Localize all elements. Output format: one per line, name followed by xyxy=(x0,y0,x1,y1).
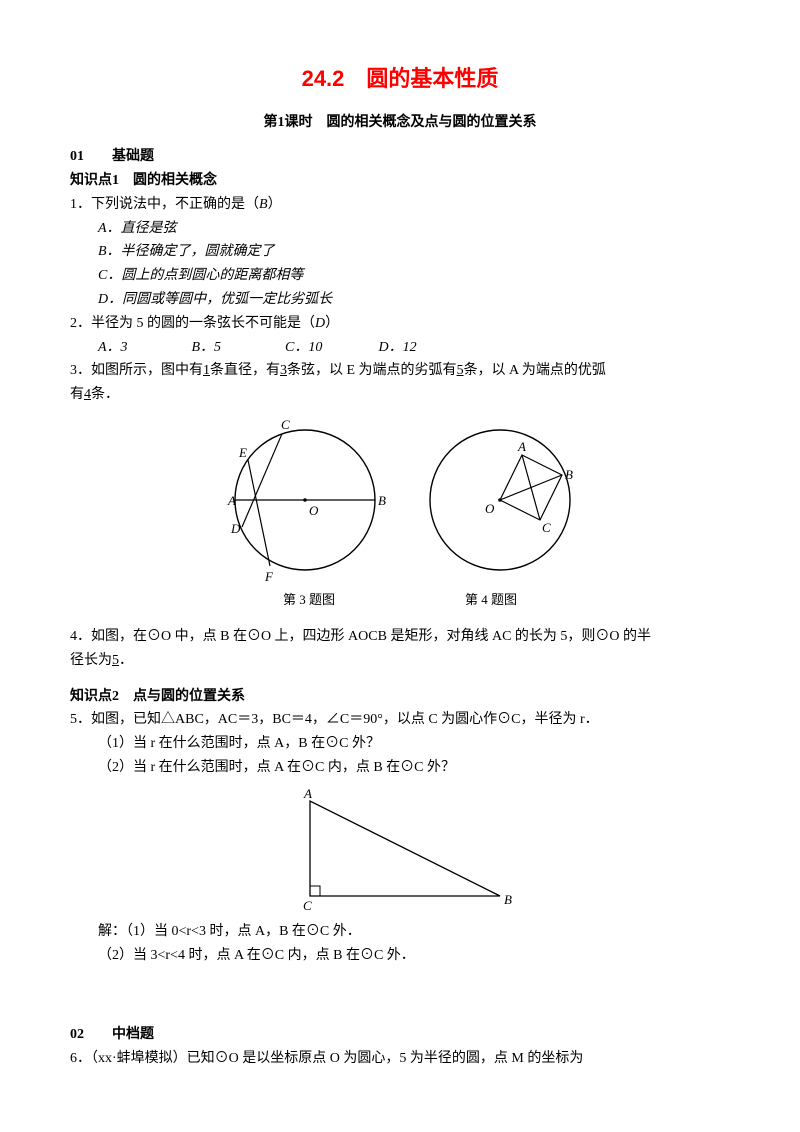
fig4-label-c: C xyxy=(542,520,551,535)
fig5-label-a: A xyxy=(303,786,312,801)
figure-5: A B C xyxy=(270,786,530,916)
lesson-subtitle: 第1课时 圆的相关概念及点与圆的位置关系 xyxy=(70,111,730,135)
figure-4: A B C O xyxy=(415,415,585,585)
q5-line2: （1）当 r 在什么范围时，点 A，B 在⊙C 外？ xyxy=(70,732,730,756)
q2-stem: 2．半径为 5 的圆的一条弦长不可能是（D） xyxy=(70,312,730,336)
section-01-label: 01 基础题 xyxy=(70,149,154,164)
q2-opt-a: A．3 xyxy=(98,336,188,360)
fig3-label-o: O xyxy=(309,503,319,518)
q3-t3: 条弦，以 E 为端点的劣弧有 xyxy=(287,363,457,378)
fig4-label-o: O xyxy=(485,501,495,516)
q3-l2b: 条． xyxy=(91,387,119,402)
q2-opt-d: D．12 xyxy=(379,336,469,360)
fig5-label-c: C xyxy=(303,898,312,913)
q2-stem-pre: 2．半径为 5 的圆的一条弦长不可能是（ xyxy=(70,316,315,331)
fig3-label-f: F xyxy=(264,569,274,584)
q2-answer: D xyxy=(315,316,325,331)
q3-u4: 4 xyxy=(84,387,91,402)
knowledge-point-1: 知识点1 圆的相关概念 xyxy=(70,169,730,193)
q6-line1: 6．（xx·蚌埠模拟）已知⊙O 是以坐标原点 O 为圆心，5 为半径的圆，点 M… xyxy=(70,1047,730,1071)
q4-l2b: ． xyxy=(119,653,133,668)
q1-stem: 1．下列说法中，不正确的是（B） xyxy=(70,193,730,217)
q4-u: 5 xyxy=(112,653,119,668)
q3-line1: 3．如图所示，图中有1条直径，有3条弦，以 E 为端点的劣弧有5条，以 A 为端… xyxy=(70,359,730,383)
q1-opt-b: B．半径确定了，圆就确定了 xyxy=(98,244,275,259)
q1-opt-d: D．同圆或等圆中，优弧一定比劣弧长 xyxy=(98,292,332,307)
fig3-label-c: C xyxy=(281,417,290,432)
q1-opt-c: C．圆上的点到圆心的距离都相等 xyxy=(98,268,303,283)
fig3-label-e: E xyxy=(238,445,247,460)
q2-stem-post: ） xyxy=(325,316,339,331)
q3-t1: 3．如图所示，图中有 xyxy=(70,363,203,378)
fig4-label-b: B xyxy=(565,467,573,482)
q2-opt-b: B．5 xyxy=(192,336,282,360)
q5-answer-2: （2）当 3<r<4 时，点 A 在⊙C 内，点 B 在⊙C 外． xyxy=(70,944,730,968)
q1-stem-pre: 1．下列说法中，不正确的是（ xyxy=(70,197,259,212)
fig4-caption: 第 4 题图 xyxy=(465,589,517,611)
q1-answer: B xyxy=(259,197,268,212)
q3-u1: 1 xyxy=(203,363,210,378)
fig3-label-d: D xyxy=(230,521,241,536)
section-02-header: 02 中档题 xyxy=(70,1023,730,1047)
fig3-label-b: B xyxy=(378,493,386,508)
fig3-label-a: A xyxy=(227,493,236,508)
q3-u3: 5 xyxy=(457,363,464,378)
q1-stem-post: ） xyxy=(268,197,282,212)
q3-t2: 条直径，有 xyxy=(210,363,280,378)
q5-line3: （2）当 r 在什么范围时，点 A 在⊙C 内，点 B 在⊙C 外？ xyxy=(70,756,730,780)
knowledge-point-2: 知识点2 点与圆的位置关系 xyxy=(70,685,730,709)
q3-u2: 3 xyxy=(280,363,287,378)
q3-t4: 条，以 A 为端点的优弧 xyxy=(464,363,606,378)
q2-opt-c: C．10 xyxy=(285,336,375,360)
q5-line1: 5．如图，已知△ABC，AC＝3，BC＝4，∠C＝90°，以点 C 为圆心作⊙C… xyxy=(70,708,730,732)
q4-l2a: 径长为 xyxy=(70,653,112,668)
fig3-caption: 第 3 题图 xyxy=(283,589,335,611)
q1-opt-a: A．直径是弦 xyxy=(98,221,177,236)
q3-l2a: 有 xyxy=(70,387,84,402)
q4-line1: 4．如图，在⊙O 中，点 B 在⊙O 上，四边形 AOCB 是矩形，对角线 AC… xyxy=(70,625,730,649)
q2-options: A．3 B．5 C．10 D．12 xyxy=(70,336,730,360)
fig4-label-a: A xyxy=(517,439,526,454)
fig5-label-b: B xyxy=(504,892,512,907)
q4-line2: 径长为5． xyxy=(70,649,730,673)
section-01-header: 01 基础题 xyxy=(70,145,730,169)
q5-answer-1: 解：（1）当 0<r<3 时，点 A，B 在⊙C 外． xyxy=(70,920,730,944)
page-title: 24.2 圆的基本性质 xyxy=(70,60,730,97)
q3-line2: 有4条． xyxy=(70,383,730,407)
section-02-label: 02 中档题 xyxy=(70,1027,154,1042)
figure-3: A B C D E F O xyxy=(215,415,395,585)
